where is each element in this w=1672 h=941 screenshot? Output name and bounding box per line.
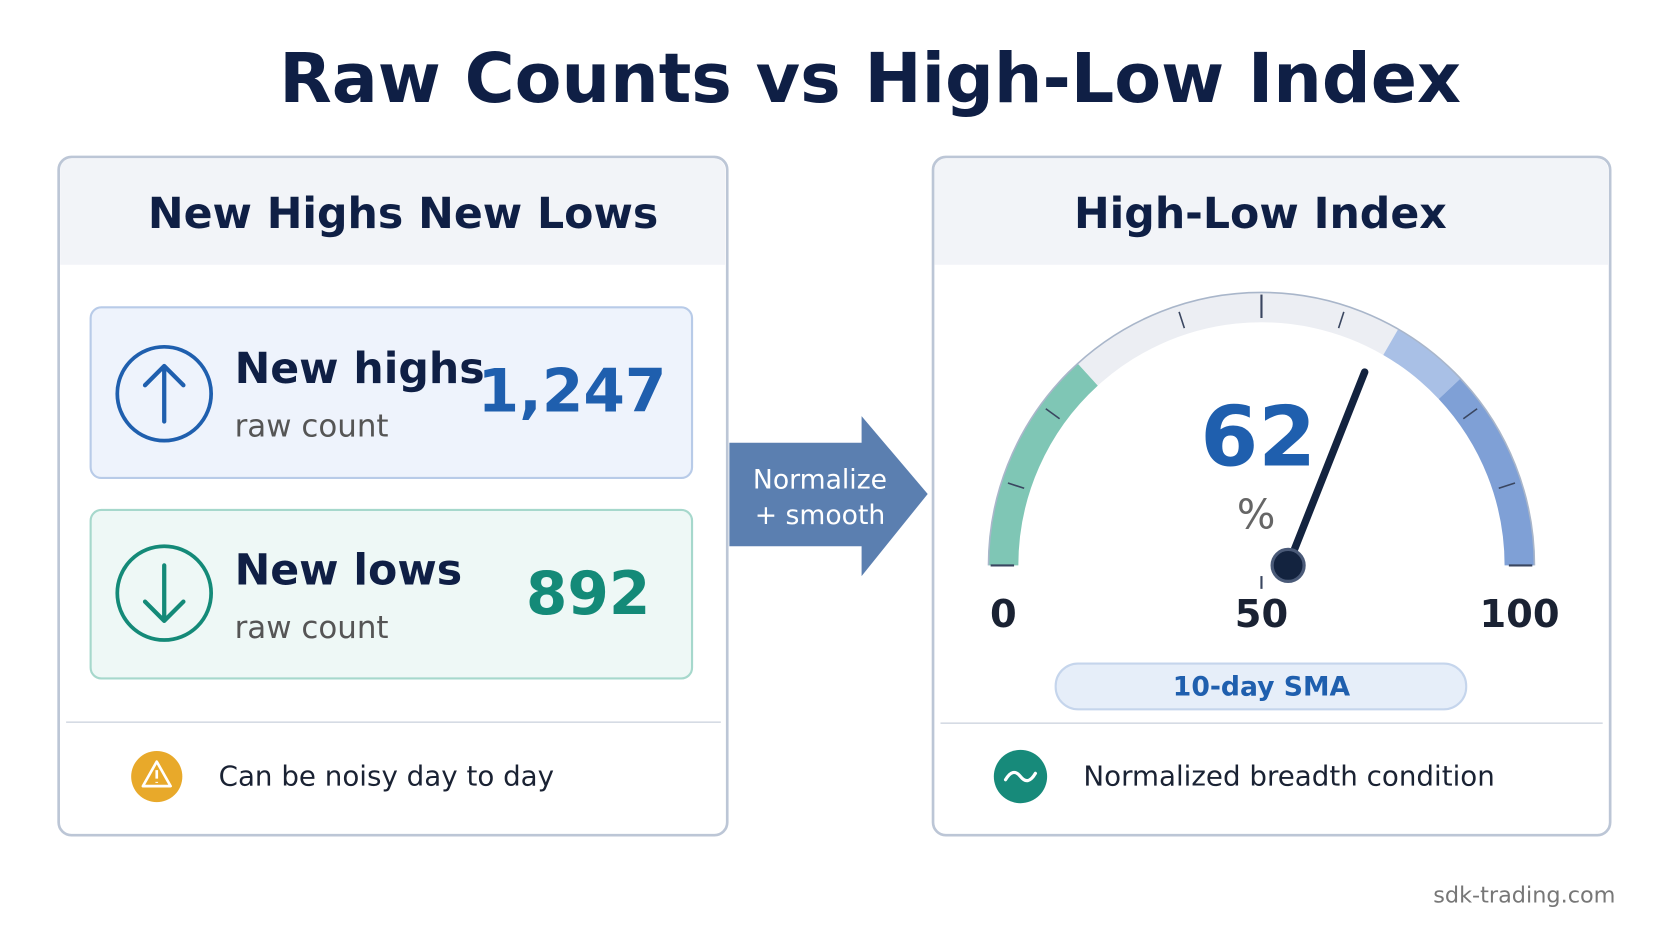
card xyxy=(89,306,694,480)
gauge-minor-tick xyxy=(1337,311,1345,329)
card xyxy=(89,508,694,680)
gauge-outline xyxy=(987,291,1536,566)
gauge-minor-tick xyxy=(1498,482,1516,490)
up-arrow xyxy=(142,363,186,424)
gauge-unit: % xyxy=(1237,490,1276,538)
up-icon xyxy=(115,344,213,443)
badge-label: 10-day SMA xyxy=(1173,672,1351,703)
gauge-zone xyxy=(1438,378,1535,566)
arrow-label: Normalize xyxy=(753,465,887,496)
card-sublabel: raw count xyxy=(235,610,389,646)
footer: sdk-trading.com xyxy=(1433,882,1615,908)
note: Normalized breadth condition xyxy=(1083,760,1494,793)
badge xyxy=(1054,662,1468,711)
down-icon xyxy=(115,544,213,642)
card-label: New lows xyxy=(235,545,463,595)
gauge-tick-label: 100 xyxy=(1479,592,1559,637)
right-panel: High-Low Index 62 % 10-day SMA Normalize… xyxy=(931,155,1612,837)
card-value: 1,247 xyxy=(478,357,667,426)
gauge-value: 62 xyxy=(1200,389,1316,486)
gauge-tick-label: 50 xyxy=(1235,592,1288,637)
panel-title: High-Low Index xyxy=(1074,189,1447,239)
left-panel: New Highs New Lows New highs raw count 1… xyxy=(57,155,729,837)
wave-glyph xyxy=(1003,770,1038,783)
arrow-shape xyxy=(729,416,928,577)
gauge-minor-tick xyxy=(1178,311,1186,329)
gauge-zone xyxy=(1382,329,1461,400)
gauge-needle xyxy=(1284,368,1369,570)
gauge-zone xyxy=(1077,292,1399,386)
gauge-minor-tick xyxy=(1462,408,1478,420)
panel-title: New Highs New Lows xyxy=(148,189,658,239)
down-arrow xyxy=(142,563,186,623)
arrow-label: + smooth xyxy=(755,500,886,531)
title: Raw Counts vs High-Low Index xyxy=(279,40,1461,119)
gauge-zone xyxy=(988,363,1098,566)
panel-header xyxy=(934,158,1609,265)
card-label: New highs xyxy=(235,344,485,394)
warning-glyph xyxy=(141,760,172,788)
gauge-hub xyxy=(1270,547,1306,583)
card-value: 892 xyxy=(526,560,651,629)
panel-header xyxy=(60,158,726,265)
gauge-minor-tick xyxy=(1007,482,1025,490)
transform-arrow: Normalize + smooth xyxy=(729,416,928,577)
gauge-minor-tick xyxy=(1045,408,1061,420)
card-sublabel: raw count xyxy=(235,408,389,444)
gauge-tick-label: 0 xyxy=(990,592,1017,637)
note: Can be noisy day to day xyxy=(219,760,554,793)
